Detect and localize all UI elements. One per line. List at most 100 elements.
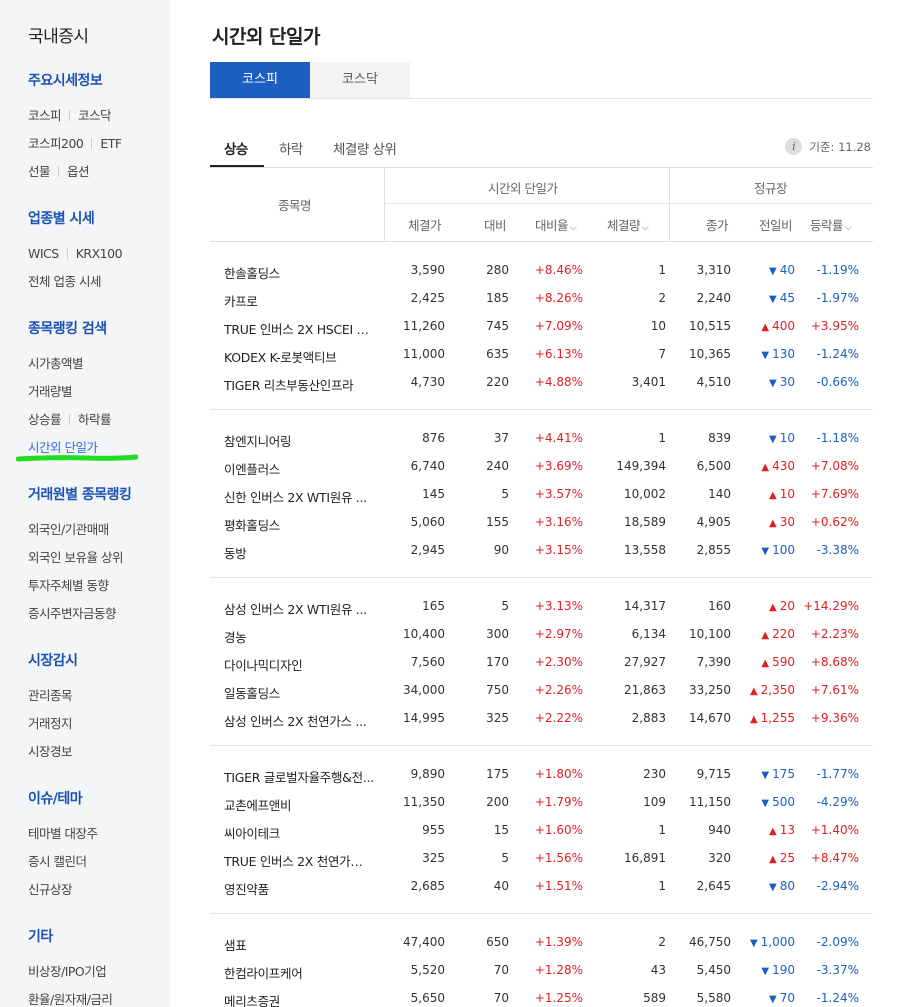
sidebar-link[interactable]: 투자주체별 동향	[28, 578, 109, 593]
divider	[58, 166, 60, 177]
sidebar-link[interactable]: 시가총액별	[28, 356, 84, 371]
close-price: 3,310	[696, 263, 731, 277]
after-hours-rate: +6.13%	[534, 347, 583, 361]
sidebar-link[interactable]: 하락률	[78, 412, 112, 427]
sidebar-group-heading[interactable]: 이슈/테마	[28, 791, 83, 807]
tab-kospi[interactable]: 코스피	[210, 62, 310, 98]
after-hours-price: 2,685	[410, 879, 445, 893]
sidebar-row: 전체 업종 시세	[28, 268, 122, 296]
triangle-down-icon: ▼	[769, 266, 777, 277]
chevron-down-icon: ⌵	[642, 223, 649, 233]
sidebar-link[interactable]: 거래정지	[28, 716, 73, 731]
sidebar-link[interactable]: 증시주변자금동향	[28, 606, 117, 621]
stock-name-link[interactable]: 한솔홀딩스	[224, 266, 281, 281]
sidebar-group-heading[interactable]: 업종별 시세	[28, 211, 95, 227]
triangle-down-icon: ▼	[749, 938, 758, 949]
stock-name-link[interactable]: 다이나믹디자인	[224, 658, 303, 673]
chevron-down-icon: ⌵	[845, 223, 852, 233]
tab-rise[interactable]: 상승	[224, 142, 248, 158]
sidebar-link[interactable]: 코스닥	[78, 108, 112, 123]
change-rate: +14.29%	[803, 599, 859, 613]
sidebar-link[interactable]: 코스피200	[28, 136, 84, 151]
triangle-down-icon: ▼	[761, 966, 770, 977]
stock-name-link[interactable]: 참엔지니어링	[224, 434, 292, 449]
stock-name-link[interactable]: 샘표	[224, 938, 247, 953]
stock-name-link[interactable]: 이엔플러스	[224, 462, 281, 477]
tab-fall[interactable]: 하락	[279, 142, 303, 158]
sidebar-link[interactable]: 선물	[28, 164, 51, 179]
change-value: 30	[779, 375, 795, 389]
stock-name-link[interactable]: 평화홀딩스	[224, 518, 281, 533]
sidebar-group-heading[interactable]: 시장감시	[28, 653, 78, 669]
sidebar-link[interactable]: 시장경보	[28, 744, 73, 759]
after-hours-volume: 1	[658, 823, 666, 837]
sidebar-link[interactable]: ETF	[100, 136, 122, 151]
col-rate-sort[interactable]: 대비율 ⌵	[535, 215, 577, 234]
after-hours-volume: 109	[643, 795, 666, 809]
tab-kosdaq[interactable]: 코스닥	[310, 62, 410, 98]
after-hours-diff: 5	[501, 487, 509, 501]
change-rate: +1.40%	[810, 823, 859, 837]
sidebar-link[interactable]: 외국인/기관매매	[28, 522, 109, 537]
info-icon[interactable]: i	[785, 138, 803, 155]
sidebar-link[interactable]: KRX100	[75, 246, 123, 261]
sidebar-link[interactable]: 증시 캘린더	[28, 854, 87, 869]
change-rate: -1.18%	[816, 431, 859, 445]
table-row: 한컴라이프케어 5,520 70 +1.28% 43 5,450 ▼ 190 -3.37%	[210, 956, 873, 984]
sidebar-group-heading[interactable]: 주요시세정보	[28, 73, 103, 89]
change-value: 10	[779, 487, 795, 501]
tab-volume-top[interactable]: 체결량 상위	[333, 142, 397, 158]
after-hours-price: 145	[422, 487, 445, 501]
stock-name-link[interactable]: 신한 인버스 2X WTI원유 ...	[224, 490, 367, 505]
sidebar-link[interactable]: 옵션	[67, 164, 90, 179]
after-hours-diff: 750	[486, 683, 509, 697]
stock-name-link[interactable]: 삼성 인버스 2X WTI원유 ...	[224, 602, 367, 617]
after-hours-rate: +2.22%	[534, 711, 583, 725]
stock-name-link[interactable]: 메리츠증권	[224, 994, 281, 1007]
stock-name-link[interactable]: 경농	[224, 630, 247, 645]
triangle-down-icon: ▼	[761, 798, 770, 809]
sidebar-group-heading[interactable]: 종목랭킹 검색	[28, 321, 107, 337]
stock-name-link[interactable]: 일동홀딩스	[224, 686, 281, 701]
sidebar-link[interactable]: 테마별 대장주	[28, 826, 98, 841]
after-hours-volume: 21,863	[624, 683, 666, 697]
sidebar-row: 거래정지	[28, 710, 78, 738]
sidebar-link[interactable]: 거래량별	[28, 384, 73, 399]
stock-name-link[interactable]: 삼성 인버스 2X 천연가스 ...	[224, 714, 367, 729]
stock-name-link[interactable]: TIGER 글로벌자율주행&전...	[224, 770, 374, 785]
sidebar-link[interactable]: 환율/원자재/금리	[28, 992, 113, 1007]
sidebar-link[interactable]: WICS	[28, 246, 59, 261]
sidebar-link[interactable]: 전체 업종 시세	[28, 274, 101, 289]
stock-name-link[interactable]: TIGER 리츠부동산인프라	[224, 378, 354, 393]
after-hours-price: 325	[422, 851, 445, 865]
sidebar-link[interactable]: 시간외 단일가	[28, 440, 98, 455]
after-hours-diff: 15	[493, 823, 509, 837]
row-group: 샘표 47,400 650 +1.39% 2 46,750 ▼ 1,000 -2.09% 한컴라이…	[210, 914, 873, 1007]
col-volume-sort[interactable]: 체결량 ⌵	[607, 215, 649, 234]
stock-name-link[interactable]: 씨아이테크	[224, 826, 281, 841]
stock-name-link[interactable]: KODEX K-로봇액티브	[224, 350, 337, 365]
stock-name-link[interactable]: 카프로	[224, 294, 258, 309]
stock-name-link[interactable]: TRUE 인버스 2X HSCEI ETN...	[224, 322, 374, 337]
sidebar-link[interactable]: 상승률	[28, 412, 62, 427]
sidebar-link[interactable]: 관리종목	[28, 688, 73, 703]
sidebar-group-heading[interactable]: 기타	[28, 929, 53, 945]
close-price: 2,240	[696, 291, 731, 305]
col-change-rate-sort[interactable]: 등락률 ⌵	[810, 215, 852, 234]
change-rate: +7.61%	[810, 683, 859, 697]
stock-name-link[interactable]: 한컴라이프케어	[224, 966, 303, 981]
sidebar-link[interactable]: 외국인 보유율 상위	[28, 550, 123, 565]
change-value: 190	[772, 963, 795, 977]
sidebar-link[interactable]: 신규상장	[28, 882, 73, 897]
stock-name-link[interactable]: TRUE 인버스 2X 천연가스 ...	[224, 854, 374, 869]
stock-name-link[interactable]: 영진약품	[224, 882, 269, 897]
stock-name-link[interactable]: 동방	[224, 546, 247, 561]
col-rate-label: 대비율	[535, 218, 569, 233]
after-hours-rate: +1.51%	[534, 879, 583, 893]
close-price: 4,510	[696, 375, 731, 389]
stock-name-link[interactable]: 교촌에프앤비	[224, 798, 292, 813]
sidebar-link[interactable]: 코스피	[28, 108, 62, 123]
close-price: 10,515	[689, 319, 731, 333]
sidebar-group-heading[interactable]: 거래원별 종목랭킹	[28, 487, 132, 503]
sidebar-link[interactable]: 비상장/IPO기업	[28, 964, 107, 979]
